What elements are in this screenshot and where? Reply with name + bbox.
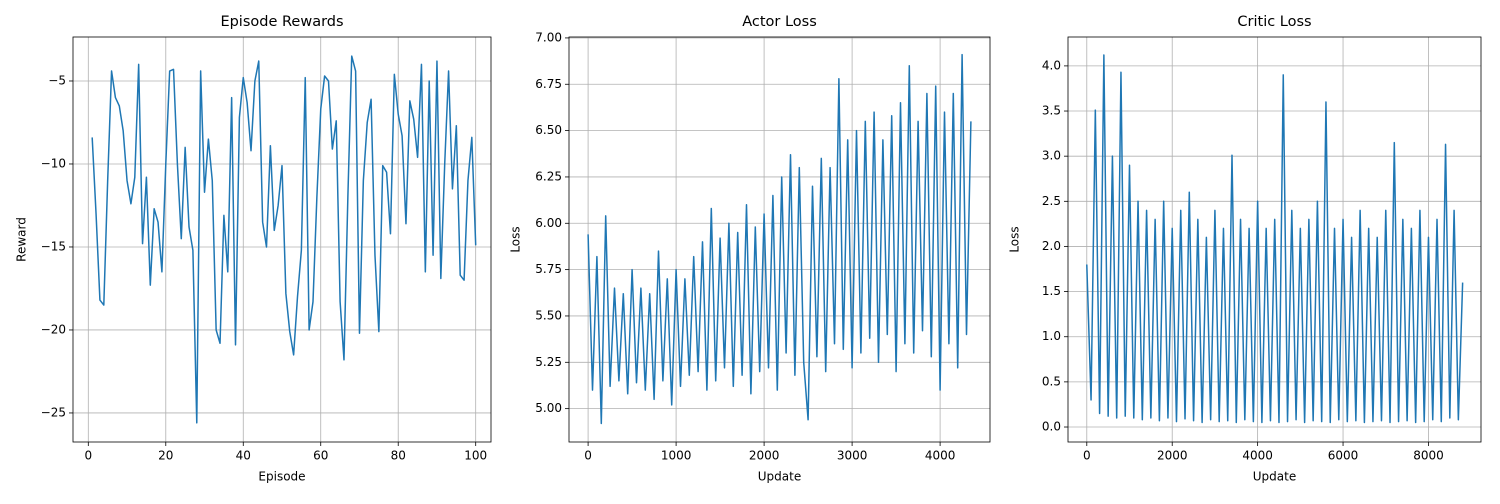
x-tick-label: 20	[158, 449, 173, 463]
x-tick-label: 0	[84, 449, 92, 463]
chart-title: Actor Loss	[742, 14, 817, 30]
y-tick-label: 7.00	[535, 30, 562, 44]
x-tick-label: 4000	[1242, 449, 1273, 463]
y-tick-label: 1.5	[1042, 284, 1061, 298]
y-tick-label: −20	[41, 322, 66, 336]
y-tick-label: 5.50	[535, 308, 562, 322]
x-tick-label: 100	[464, 449, 487, 463]
y-axis-label: Reward	[15, 217, 29, 262]
x-tick-label: 3000	[837, 449, 868, 463]
y-tick-label: 6.50	[535, 123, 562, 137]
plot-area	[587, 53, 972, 425]
x-axis-label: Update	[1253, 470, 1296, 484]
subplot: 0 2000 4000 6000 8000 0.0 0.5 1.0 1.5 2.0 2.5 3.0 3.…	[1008, 14, 1482, 484]
y-tick-label: 5.00	[535, 401, 562, 415]
y-tick-label: −25	[41, 405, 66, 419]
axes-frame	[72, 36, 492, 443]
x-tick-label: 2000	[1157, 449, 1188, 463]
axes-frame	[1067, 36, 1482, 443]
y-tick-label: 6.00	[535, 216, 562, 230]
y-tick-label: 3.0	[1042, 149, 1061, 163]
y-tick-label: 4.0	[1042, 58, 1061, 72]
y-axis-label: Loss	[1008, 226, 1022, 252]
subplot: 0 20 40 60 80 100 −25 −20 −15 −10 −5 Episode Reward…	[15, 14, 492, 484]
y-tick-label: 1.0	[1042, 329, 1061, 343]
x-tick-label: 0	[1083, 449, 1091, 463]
x-tick-label: 80	[391, 449, 406, 463]
y-tick-label: 3.5	[1042, 104, 1061, 118]
x-axis-label: Update	[758, 470, 801, 484]
y-tick-label: −15	[41, 239, 66, 253]
x-axis-label: Episode	[258, 470, 305, 484]
chart-title: Critic Loss	[1237, 14, 1311, 30]
chart-title: Episode Rewards	[220, 14, 343, 30]
data-line	[91, 55, 477, 424]
x-tick-label: 0	[584, 449, 592, 463]
y-tick-label: −5	[48, 73, 66, 87]
y-tick-label: 5.75	[535, 262, 562, 276]
x-tick-label: 2000	[749, 449, 780, 463]
y-axis-label: Loss	[509, 226, 523, 252]
y-tick-label: 6.75	[535, 77, 562, 91]
y-tick-label: 6.25	[535, 169, 562, 183]
x-tick-label: 4000	[925, 449, 956, 463]
y-tick-label: 0.0	[1042, 420, 1061, 434]
y-tick-label: 2.5	[1042, 194, 1061, 208]
axes-frame	[568, 36, 991, 443]
data-line	[1086, 54, 1464, 424]
data-line	[587, 53, 972, 425]
plot-area	[1086, 54, 1464, 424]
x-tick-label: 60	[313, 449, 328, 463]
y-tick-label: 0.5	[1042, 374, 1061, 388]
x-tick-label: 40	[236, 449, 251, 463]
x-tick-label: 1000	[661, 449, 692, 463]
x-tick-label: 6000	[1328, 449, 1359, 463]
subplot: 0 1000 2000 3000 4000 5.00 5.25 5.50 5.75 6.00 6.2…	[509, 14, 991, 484]
y-tick-label: −10	[41, 156, 66, 170]
y-tick-label: 2.0	[1042, 239, 1061, 253]
plot-area	[91, 55, 477, 424]
x-tick-label: 8000	[1413, 449, 1444, 463]
y-tick-label: 5.25	[535, 355, 562, 369]
